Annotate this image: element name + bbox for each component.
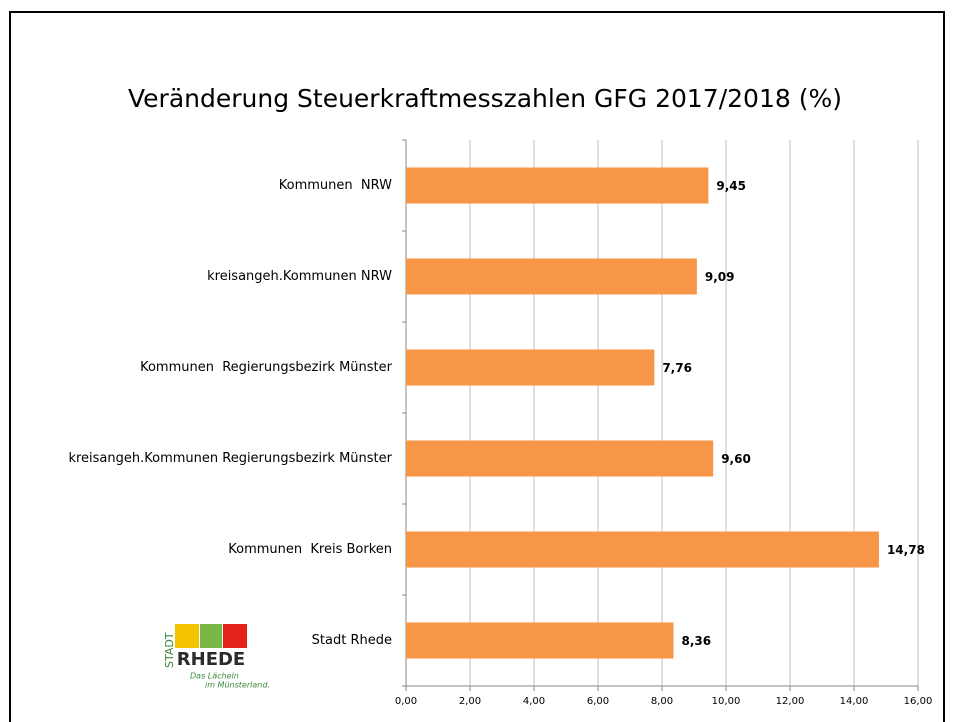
value-label: 9,60	[721, 452, 751, 466]
logo-slogan: Das Lächeln	[190, 672, 239, 681]
y-tick-label: Kommunen Regierungsbezirk Münster	[140, 360, 393, 375]
frame	[9, 11, 945, 722]
bar	[406, 531, 879, 568]
logo-top: STADT	[163, 632, 176, 668]
logo: STADT RHEDE Das Lächeln im Münsterland.	[163, 624, 270, 690]
x-tick-label: 0,00	[395, 696, 417, 707]
y-tick-label: kreisangeh.Kommunen Regierungsbezirk Mün…	[68, 451, 392, 466]
bar	[406, 167, 709, 204]
logo-arrows	[223, 624, 247, 648]
x-tick-label: 4,00	[523, 696, 545, 707]
chart-title: Veränderung Steuerkraftmesszahlen GFG 20…	[128, 84, 842, 113]
x-tick-label: 2,00	[459, 696, 481, 707]
logo-sun	[175, 624, 199, 648]
bar	[406, 440, 714, 477]
x-tick-label: 6,00	[587, 696, 609, 707]
bar	[406, 622, 674, 659]
y-tick-label: Kommunen Kreis Borken	[228, 542, 392, 557]
logo-name: RHEDE	[177, 649, 245, 670]
value-label: 7,76	[662, 361, 692, 375]
x-tick-label: 10,00	[712, 696, 741, 707]
x-tick-label: 16,00	[904, 696, 933, 707]
value-label: 14,78	[887, 543, 925, 557]
value-label: 8,36	[682, 634, 712, 648]
bar	[406, 258, 697, 295]
y-tick-label: Kommunen NRW	[279, 178, 392, 193]
bar	[406, 349, 655, 386]
x-tick-label: 14,00	[840, 696, 869, 707]
value-label: 9,09	[705, 270, 735, 284]
y-tick-label: kreisangeh.Kommunen NRW	[207, 269, 392, 284]
x-tick-label: 8,00	[651, 696, 673, 707]
value-label: 9,45	[716, 179, 746, 193]
logo-slogan: im Münsterland.	[205, 681, 270, 690]
x-tick-label: 12,00	[776, 696, 805, 707]
logo-church	[200, 624, 222, 648]
y-tick-label: Stadt Rhede	[312, 633, 392, 648]
